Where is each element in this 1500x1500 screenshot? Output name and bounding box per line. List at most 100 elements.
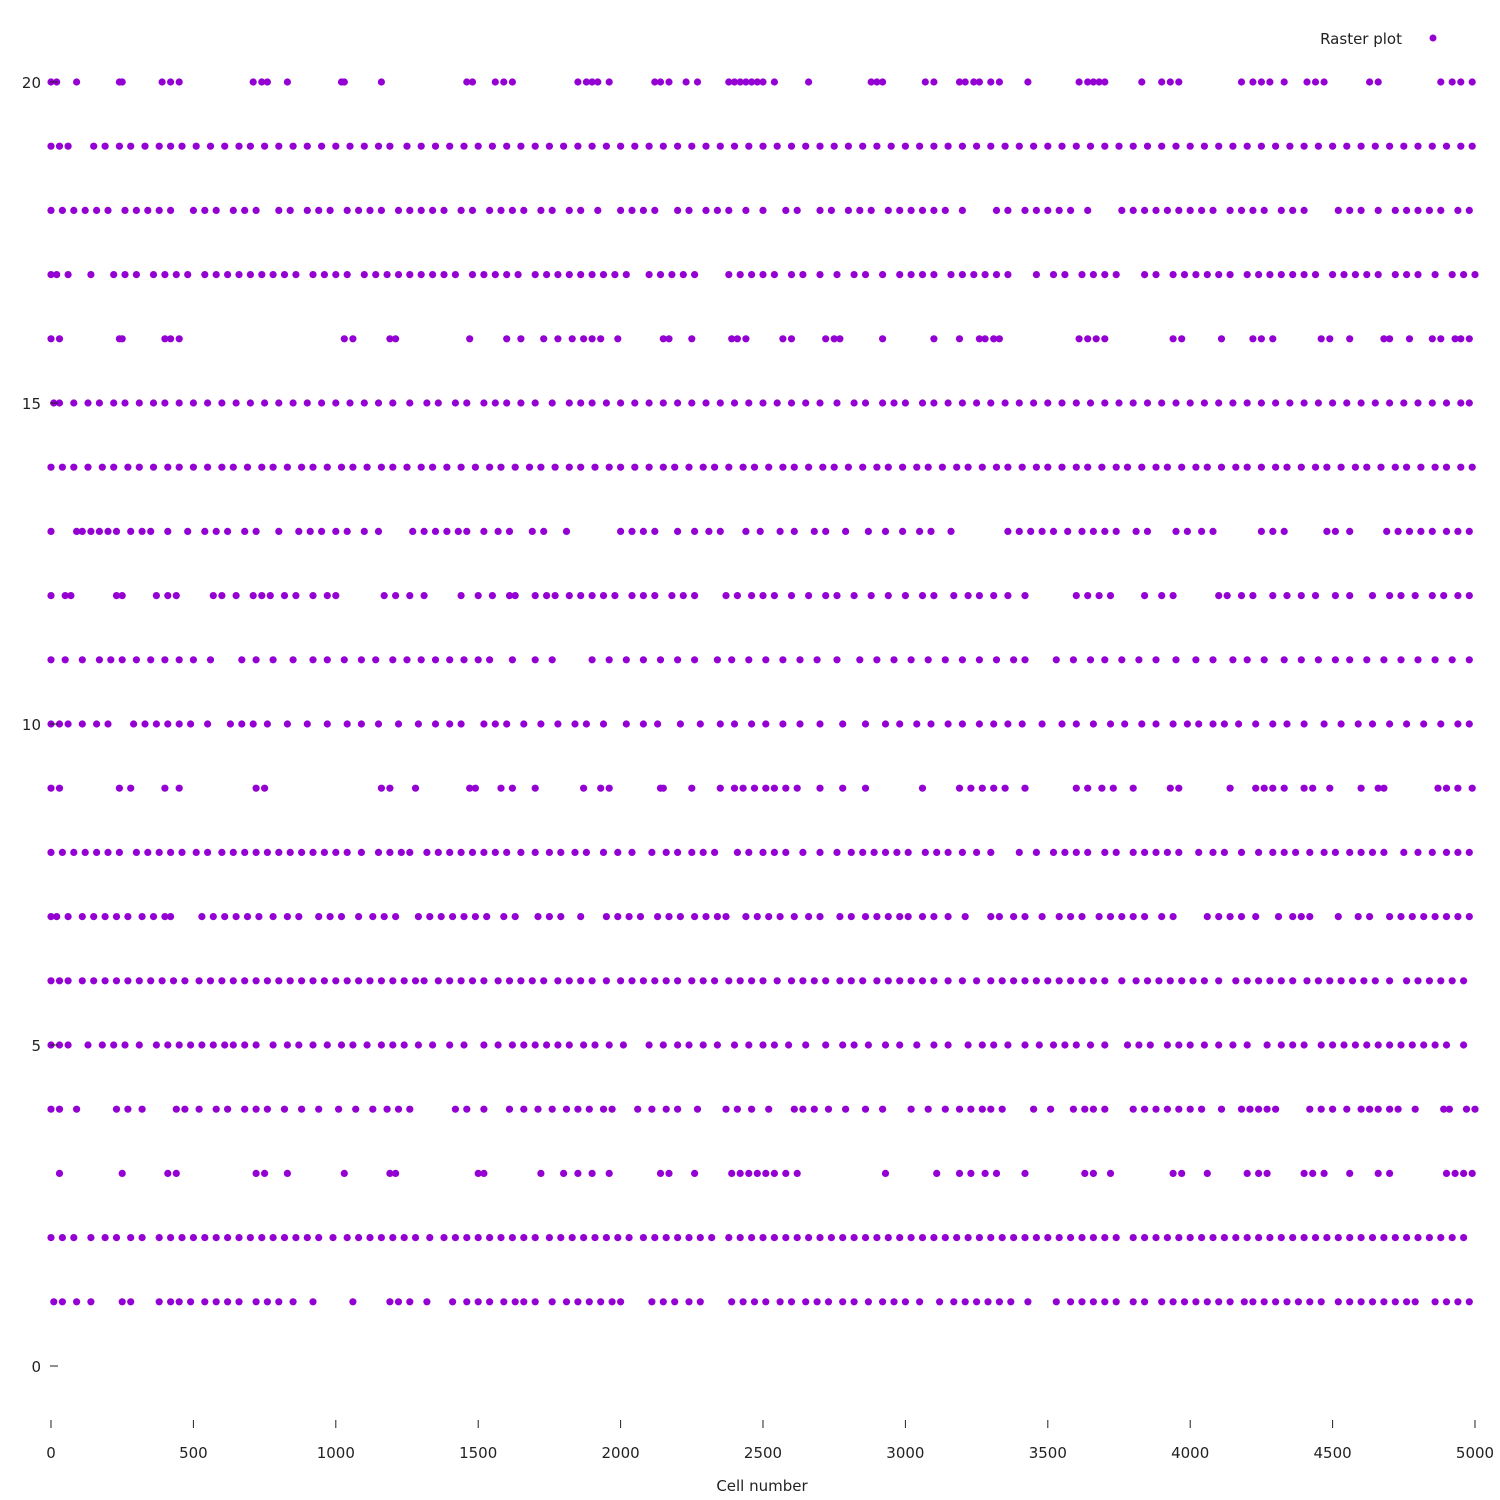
raster-point xyxy=(508,206,516,214)
raster-point xyxy=(463,527,471,536)
raster-point xyxy=(420,592,428,600)
raster-point xyxy=(565,399,573,407)
raster-point xyxy=(1417,463,1425,471)
raster-point xyxy=(799,848,807,857)
raster-point xyxy=(651,592,659,600)
raster-point xyxy=(816,1234,824,1242)
raster-point xyxy=(118,78,126,86)
raster-point xyxy=(1243,1169,1251,1177)
raster-point xyxy=(927,720,935,728)
raster-point xyxy=(1101,399,1109,407)
raster-point xyxy=(938,463,947,471)
raster-point xyxy=(1257,335,1265,343)
raster-point xyxy=(779,463,787,471)
raster-point xyxy=(1255,271,1263,279)
raster-point xyxy=(1200,977,1208,985)
raster-point xyxy=(525,463,534,471)
raster-point xyxy=(998,977,1006,985)
raster-point xyxy=(1044,977,1052,985)
raster-point xyxy=(611,271,619,279)
raster-point xyxy=(651,206,659,214)
raster-point xyxy=(1346,1298,1354,1306)
raster-point xyxy=(759,977,767,985)
raster-point xyxy=(1428,592,1436,600)
raster-point xyxy=(1403,977,1411,985)
raster-point xyxy=(252,1041,260,1049)
raster-point xyxy=(383,271,391,279)
raster-point xyxy=(1215,592,1223,600)
raster-point xyxy=(1195,720,1203,728)
raster-point xyxy=(930,1041,938,1049)
raster-point xyxy=(1152,720,1160,728)
raster-point xyxy=(1428,142,1436,150)
raster-point xyxy=(531,1234,539,1242)
raster-point xyxy=(759,271,767,279)
raster-point xyxy=(1311,271,1320,279)
raster-point xyxy=(1186,206,1194,214)
raster-point xyxy=(961,1298,969,1306)
raster-point xyxy=(716,720,724,728)
raster-point xyxy=(1172,656,1180,664)
raster-point xyxy=(1061,1041,1069,1049)
raster-point xyxy=(748,1105,756,1113)
raster-point xyxy=(505,1105,514,1113)
raster-point xyxy=(1366,78,1374,86)
raster-point xyxy=(386,848,394,857)
raster-point xyxy=(1243,1041,1251,1049)
raster-point xyxy=(429,206,437,214)
raster-point xyxy=(486,463,494,471)
raster-point xyxy=(112,592,121,600)
raster-point xyxy=(1072,784,1080,792)
raster-point xyxy=(1411,1105,1419,1113)
raster-point xyxy=(639,977,648,985)
raster-point xyxy=(901,142,910,150)
raster-point xyxy=(973,399,981,407)
raster-point xyxy=(508,1234,516,1242)
raster-point xyxy=(990,784,998,792)
raster-point xyxy=(1158,399,1166,407)
raster-point xyxy=(246,1234,254,1242)
raster-point xyxy=(474,142,482,150)
raster-point xyxy=(1346,848,1354,857)
raster-point xyxy=(528,977,536,985)
raster-point xyxy=(762,720,770,728)
raster-point xyxy=(1357,399,1365,407)
raster-point xyxy=(147,527,155,536)
raster-point xyxy=(1075,335,1083,343)
raster-point xyxy=(224,527,232,536)
raster-point xyxy=(1158,142,1166,150)
raster-point xyxy=(1309,1169,1317,1177)
raster-point xyxy=(822,527,830,536)
raster-point xyxy=(1178,1169,1186,1177)
raster-point xyxy=(787,335,796,343)
raster-point xyxy=(1266,1234,1274,1242)
raster-point xyxy=(101,977,109,985)
raster-point xyxy=(204,848,212,857)
raster-point xyxy=(881,848,890,857)
raster-point xyxy=(1454,784,1462,792)
raster-point xyxy=(1303,977,1311,985)
raster-point xyxy=(762,784,770,792)
raster-point xyxy=(568,335,576,343)
raster-point xyxy=(1317,1105,1325,1113)
raster-point xyxy=(884,206,892,214)
raster-point xyxy=(995,913,1004,921)
raster-point xyxy=(585,1298,593,1306)
raster-point xyxy=(175,335,183,343)
raster-point xyxy=(1346,656,1354,664)
raster-point xyxy=(1391,206,1399,214)
raster-point xyxy=(189,206,197,214)
raster-point xyxy=(628,206,636,214)
raster-point xyxy=(1112,1234,1120,1242)
raster-point xyxy=(992,271,1001,279)
raster-point xyxy=(859,142,867,150)
raster-point xyxy=(1465,206,1473,214)
raster-point xyxy=(1277,1041,1285,1049)
raster-point xyxy=(879,271,887,279)
raster-point xyxy=(1300,142,1308,150)
raster-point xyxy=(1420,1041,1428,1049)
raster-point xyxy=(1465,913,1473,921)
raster-point xyxy=(155,142,163,150)
raster-point xyxy=(309,848,317,857)
raster-point xyxy=(55,335,64,343)
